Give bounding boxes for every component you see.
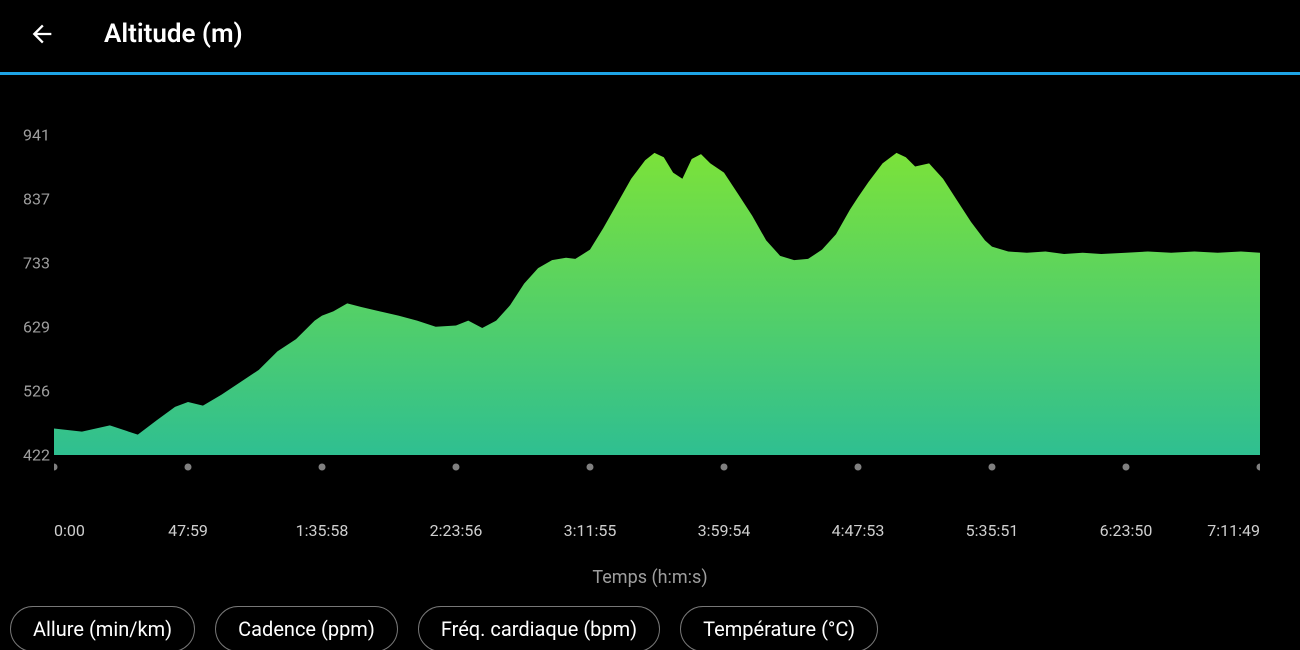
x-tick-dot bbox=[721, 464, 728, 471]
x-tick-label: 47:59 bbox=[168, 521, 208, 540]
x-tick-label: 0:00 bbox=[54, 521, 85, 540]
metric-chips: Allure (min/km) Cadence (ppm) Fréq. cardia… bbox=[0, 588, 1300, 650]
y-tick-label: 837 bbox=[23, 190, 50, 209]
page-title: Altitude (m) bbox=[104, 19, 243, 49]
x-tick-dot bbox=[855, 464, 862, 471]
metric-chip[interactable]: Cadence (ppm) bbox=[215, 606, 398, 650]
x-tick-label: 3:59:54 bbox=[698, 521, 751, 540]
metric-chip[interactable]: Fréq. cardiaque (bpm) bbox=[418, 606, 660, 650]
x-tick-dot bbox=[185, 464, 192, 471]
x-tick-label: 3:11:55 bbox=[564, 521, 617, 540]
metric-chip[interactable]: Allure (min/km) bbox=[10, 606, 195, 650]
altitude-chart: 422526629733837941 bbox=[18, 135, 1280, 515]
x-axis: 0:00 47:59 1:35:58 2:23:56 3:11:55 3:59:54 4:4… bbox=[54, 515, 1280, 559]
x-tick-label: 6:23:50 bbox=[1100, 521, 1153, 540]
y-tick-label: 422 bbox=[23, 446, 50, 465]
x-tick-dot bbox=[1122, 464, 1129, 471]
x-axis-title: Temps (h:m:s) bbox=[0, 567, 1300, 588]
x-tick-dot bbox=[586, 464, 593, 471]
y-tick-label: 629 bbox=[23, 318, 50, 337]
chart-plot-area bbox=[54, 135, 1280, 515]
back-arrow-icon bbox=[28, 20, 56, 48]
y-axis: 422526629733837941 bbox=[18, 135, 54, 455]
x-tick-dot bbox=[988, 464, 995, 471]
y-tick-label: 733 bbox=[23, 254, 50, 273]
x-tick-label: 7:11:49 bbox=[1207, 521, 1260, 540]
x-tick-label: 4:47:53 bbox=[832, 521, 885, 540]
x-tick-dot bbox=[1257, 464, 1261, 471]
back-button[interactable] bbox=[24, 16, 60, 52]
x-tick-dot bbox=[54, 464, 58, 471]
x-tick-dot bbox=[319, 464, 326, 471]
x-tick-label: 1:35:58 bbox=[296, 521, 349, 540]
x-tick-label: 2:23:56 bbox=[430, 521, 483, 540]
header: Altitude (m) bbox=[0, 0, 1300, 72]
x-tick-label: 5:35:51 bbox=[966, 521, 1019, 540]
header-divider bbox=[0, 72, 1300, 75]
altitude-area bbox=[54, 153, 1260, 455]
y-tick-label: 526 bbox=[23, 381, 50, 400]
metric-chip[interactable]: Température (°C) bbox=[680, 606, 878, 650]
y-tick-label: 941 bbox=[23, 126, 50, 145]
x-tick-dot bbox=[452, 464, 459, 471]
